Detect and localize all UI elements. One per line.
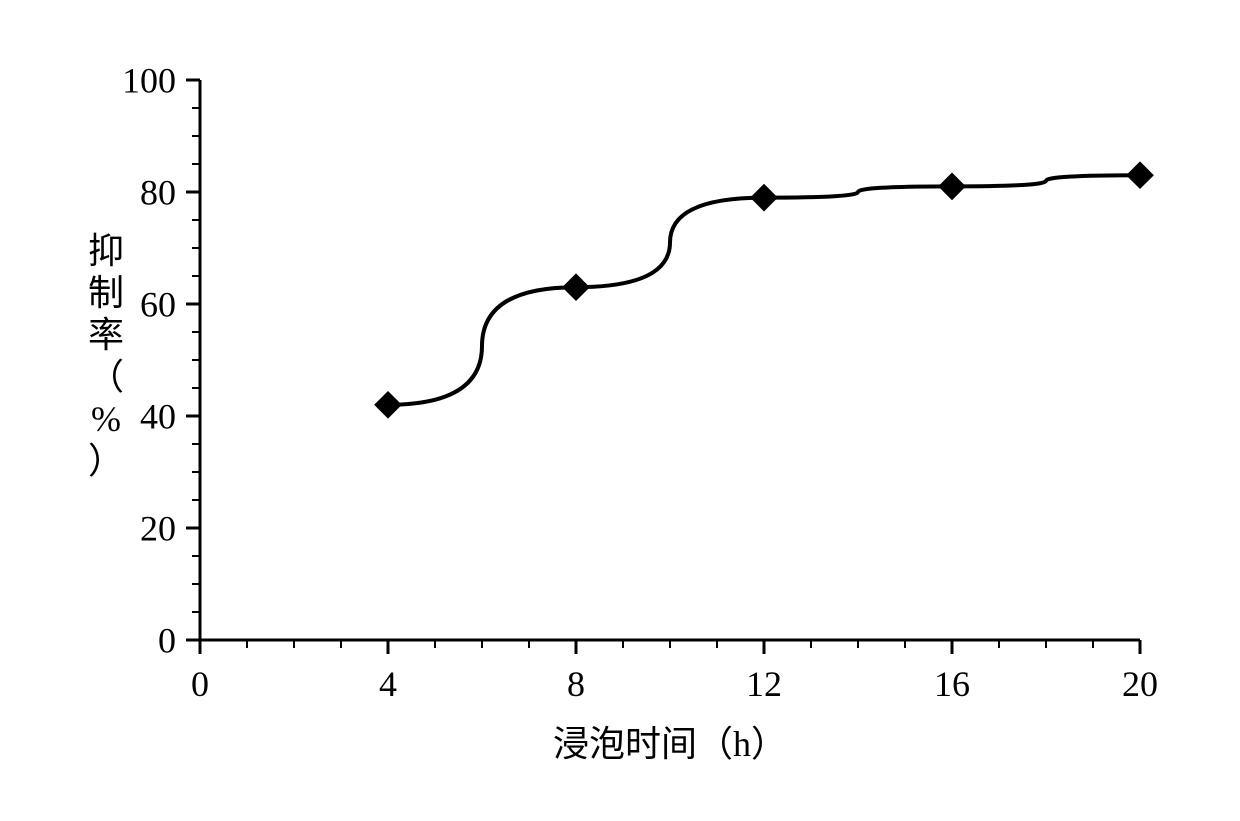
svg-text:%: %: [91, 399, 121, 439]
x-tick-label: 0: [191, 664, 209, 704]
y-tick-label: 80: [140, 173, 176, 213]
svg-text:抑: 抑: [88, 231, 124, 271]
y-tick-label: 60: [140, 285, 176, 325]
svg-text:制: 制: [88, 273, 124, 313]
x-tick-label: 20: [1122, 664, 1158, 704]
x-tick-label: 12: [746, 664, 782, 704]
svg-text:率: 率: [88, 315, 124, 355]
y-tick-label: 100: [122, 61, 176, 101]
y-tick-label: 40: [140, 397, 176, 437]
y-tick-label: 0: [158, 621, 176, 661]
y-tick-label: 20: [140, 509, 176, 549]
x-axis-label: 浸泡时间（h）: [553, 724, 787, 764]
x-tick-label: 8: [567, 664, 585, 704]
svg-text:（: （: [88, 357, 124, 397]
x-tick-label: 16: [934, 664, 970, 704]
x-tick-label: 4: [379, 664, 397, 704]
svg-text:）: ）: [88, 441, 124, 481]
line-chart: 0 4 8 12 16 20 浸泡时间（h） 0 20 40 60 80 100 抑制率（%）: [0, 0, 1240, 821]
